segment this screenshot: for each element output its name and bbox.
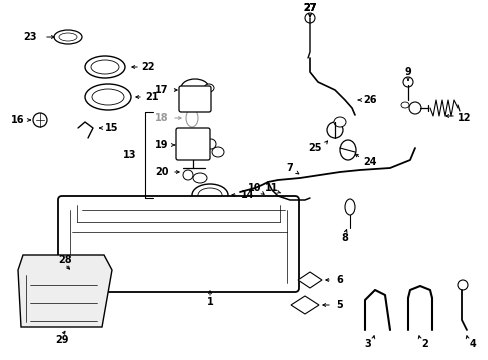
Text: 8: 8 (341, 233, 348, 243)
Ellipse shape (59, 33, 77, 41)
Text: 28: 28 (58, 255, 72, 265)
Text: 21: 21 (145, 92, 159, 102)
Ellipse shape (205, 139, 216, 149)
Ellipse shape (33, 113, 47, 127)
Text: 10: 10 (248, 183, 261, 193)
Ellipse shape (183, 170, 193, 180)
Ellipse shape (198, 188, 222, 202)
Text: 27: 27 (303, 3, 316, 13)
FancyBboxPatch shape (176, 128, 209, 160)
Text: 20: 20 (155, 167, 168, 177)
Text: 1: 1 (206, 297, 213, 307)
Ellipse shape (345, 199, 354, 215)
Text: 23: 23 (23, 32, 37, 42)
Text: 29: 29 (55, 335, 69, 345)
Ellipse shape (54, 30, 82, 44)
Ellipse shape (92, 89, 124, 105)
Polygon shape (18, 255, 112, 327)
Ellipse shape (326, 122, 342, 138)
Ellipse shape (212, 147, 224, 157)
Ellipse shape (203, 84, 214, 92)
FancyBboxPatch shape (58, 196, 298, 292)
Text: 13: 13 (123, 150, 137, 160)
Ellipse shape (85, 56, 125, 78)
Ellipse shape (402, 77, 412, 87)
FancyBboxPatch shape (179, 86, 210, 112)
Text: 24: 24 (363, 157, 376, 167)
Text: 17: 17 (155, 85, 168, 95)
Text: 6: 6 (336, 275, 343, 285)
Ellipse shape (457, 280, 467, 290)
Ellipse shape (400, 102, 408, 108)
Ellipse shape (91, 60, 119, 74)
Ellipse shape (134, 235, 176, 261)
Ellipse shape (408, 102, 420, 114)
Text: 16: 16 (11, 115, 25, 125)
Text: 18: 18 (155, 113, 168, 123)
Text: 5: 5 (336, 300, 343, 310)
Text: 12: 12 (457, 113, 471, 123)
Ellipse shape (193, 173, 206, 183)
Text: 4: 4 (468, 339, 475, 349)
Text: 19: 19 (155, 140, 168, 150)
Text: 25: 25 (307, 143, 321, 153)
Text: 9: 9 (404, 67, 410, 77)
Text: 15: 15 (105, 123, 119, 133)
Text: 2: 2 (421, 339, 427, 349)
Text: 22: 22 (141, 62, 154, 72)
Ellipse shape (85, 84, 131, 110)
Ellipse shape (192, 184, 227, 206)
Text: 3: 3 (364, 339, 370, 349)
Text: 7: 7 (286, 163, 293, 173)
Text: 11: 11 (264, 183, 278, 193)
Ellipse shape (339, 140, 355, 160)
Text: 27: 27 (303, 3, 316, 13)
Ellipse shape (305, 13, 314, 23)
Polygon shape (297, 272, 321, 288)
Ellipse shape (333, 117, 346, 127)
Text: 26: 26 (363, 95, 376, 105)
Ellipse shape (185, 109, 198, 127)
Ellipse shape (212, 255, 227, 265)
Ellipse shape (127, 230, 183, 266)
Text: 27: 27 (303, 3, 316, 13)
Polygon shape (290, 296, 318, 314)
Ellipse shape (181, 79, 208, 97)
Text: 14: 14 (241, 190, 254, 200)
